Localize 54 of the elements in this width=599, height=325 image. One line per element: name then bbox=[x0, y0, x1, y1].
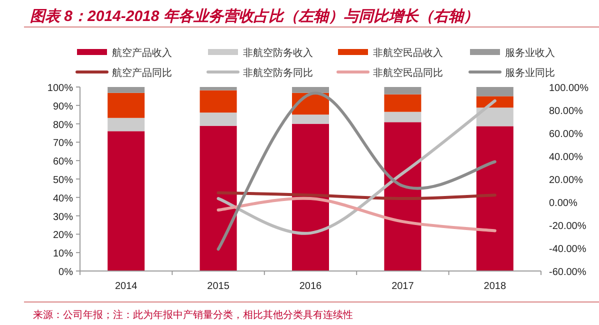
bar bbox=[200, 112, 237, 126]
source-note: 来源：公司年报；注：此为年报中产销量分类，相比其他分类具有连续性 bbox=[33, 309, 353, 321]
x-tick-label: 2016 bbox=[299, 281, 322, 292]
x-tick-label: 2017 bbox=[392, 281, 414, 292]
bar bbox=[384, 94, 422, 112]
bar bbox=[476, 96, 514, 108]
bar bbox=[292, 114, 329, 124]
bar bbox=[108, 118, 145, 132]
legend-label: 非航空民品收入 bbox=[373, 47, 443, 59]
legend-label: 非航空民品同比 bbox=[373, 67, 443, 79]
y-tick-label: 10% bbox=[52, 248, 74, 260]
x-tick-label: 2018 bbox=[484, 281, 506, 292]
y-tick-label: 30% bbox=[52, 212, 74, 223]
bar bbox=[200, 126, 237, 271]
bar bbox=[292, 87, 329, 93]
y-tick-label: 60% bbox=[52, 156, 74, 168]
bar bbox=[476, 126, 514, 271]
bar bbox=[200, 90, 237, 113]
y2-tick-label: 20.00% bbox=[549, 175, 584, 186]
y2-tick-label: -20.00% bbox=[549, 221, 586, 232]
x-tick-label: 2014 bbox=[114, 281, 138, 292]
legend-label: 航空产品收入 bbox=[112, 47, 172, 59]
y-tick-label: 0% bbox=[58, 267, 74, 278]
legend-label: 服务业同比 bbox=[505, 67, 555, 79]
y-tick-label: 70% bbox=[52, 138, 74, 150]
bar bbox=[108, 131, 145, 271]
y2-tick-label: 80.00% bbox=[549, 106, 584, 117]
bar bbox=[476, 87, 514, 96]
bar bbox=[200, 87, 237, 90]
legend-label: 服务业收入 bbox=[505, 47, 555, 59]
y2-tick-label: 40.00% bbox=[549, 152, 584, 163]
bar bbox=[384, 122, 422, 271]
y-tick-label: 50% bbox=[52, 175, 74, 186]
x-tick-label: 2015 bbox=[207, 281, 230, 292]
y-tick-label: 20% bbox=[52, 230, 74, 242]
y-tick-label: 40% bbox=[52, 193, 74, 204]
bar bbox=[108, 87, 145, 93]
y2-tick-label: 100.00% bbox=[549, 83, 589, 94]
y-tick-label: 80% bbox=[52, 120, 74, 131]
bar bbox=[384, 87, 422, 94]
y-tick-label: 90% bbox=[52, 101, 74, 112]
y-tick-label: 100% bbox=[47, 83, 74, 94]
bar bbox=[292, 124, 329, 271]
y2-tick-label: -60.00% bbox=[549, 267, 586, 278]
chart-title: 图表 8：2014-2018 年各业务营收占比（左轴）与同比增长（右轴） bbox=[30, 8, 478, 25]
legend-label: 非航空防务同比 bbox=[243, 67, 313, 79]
bar bbox=[476, 108, 514, 126]
legend-label: 航空产品同比 bbox=[112, 67, 172, 79]
y2-tick-label: -40.00% bbox=[549, 244, 586, 255]
bar bbox=[108, 92, 145, 118]
bar bbox=[384, 112, 422, 122]
y2-tick-label: 0.00% bbox=[549, 198, 578, 209]
y2-tick-label: 60.00% bbox=[549, 129, 584, 140]
legend-label: 非航空防务收入 bbox=[243, 47, 313, 59]
